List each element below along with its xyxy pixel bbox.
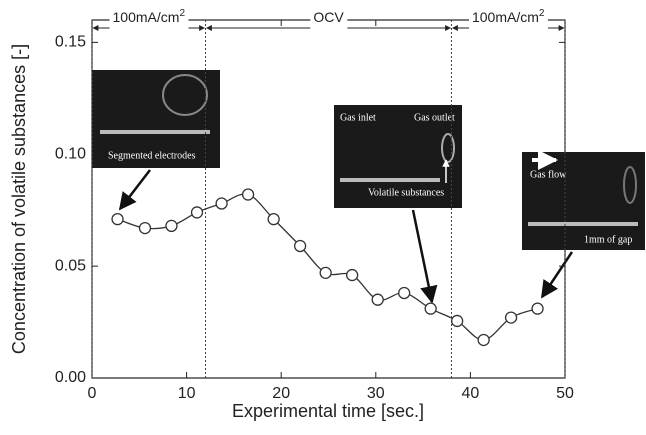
phase-label: OCV — [313, 9, 344, 25]
y-tick-label: 0.10 — [55, 145, 86, 162]
phase-label-bg — [468, 7, 548, 29]
data-point — [398, 286, 411, 300]
data-point — [215, 197, 228, 210]
data-point — [241, 188, 255, 201]
data-point — [111, 212, 124, 226]
data-point — [451, 314, 464, 328]
inset-3: Gas flow 1mm of gap — [522, 150, 645, 250]
x-tick-label: 40 — [462, 385, 480, 402]
inset-label: 1mm of gap — [584, 234, 632, 245]
x-tick-label: 30 — [367, 385, 385, 402]
y-tick-label: 0.05 — [55, 257, 86, 274]
phase-label-superscript: 2 — [179, 8, 185, 19]
data-point — [293, 239, 307, 253]
data-point — [345, 268, 359, 282]
data-point — [477, 333, 490, 347]
pointer-arrow — [118, 169, 151, 211]
inset-label: Gas inlet — [340, 112, 376, 123]
inset-label: Gas outlet — [414, 112, 455, 123]
data-point — [424, 302, 437, 315]
phase-label: 100mA/cm2 — [113, 8, 186, 25]
y-tick-label: 0.00 — [55, 369, 86, 386]
data-point — [504, 311, 518, 324]
inset-label: Volatile substances — [368, 187, 444, 198]
data-point — [371, 293, 384, 306]
inset-2: Gas inlet Gas outlet Volatile substances — [334, 105, 462, 208]
x-tick-label: 0 — [88, 385, 97, 402]
data-point — [267, 212, 280, 226]
pointer-arrow — [411, 209, 438, 304]
y-tick-label: 0.15 — [55, 34, 86, 51]
phase-label-text: 100mA/cm — [113, 9, 180, 25]
y-axis-title: Concentration of volatile substances [-] — [9, 44, 29, 354]
data-point — [138, 221, 152, 235]
phase-label-text: OCV — [313, 9, 344, 25]
phase-label: 100mA/cm2 — [472, 8, 545, 25]
inset-1: Segmented electrodes — [92, 70, 220, 168]
phase-label-bg — [310, 8, 348, 29]
data-point — [531, 302, 544, 315]
inset-label: Gas flow — [530, 169, 567, 180]
x-tick-label: 10 — [178, 385, 196, 402]
data-point — [319, 266, 332, 279]
x-tick-label: 20 — [272, 385, 290, 402]
pointer-arrow — [540, 251, 574, 299]
data-point — [190, 206, 204, 219]
x-axis-title: Experimental time [sec.] — [232, 401, 424, 421]
inset-label: Segmented electrodes — [108, 150, 196, 161]
x-tick-label: 50 — [556, 385, 574, 402]
data-point — [165, 219, 178, 233]
phase-label-superscript: 2 — [539, 8, 545, 19]
phase-label-bg — [109, 7, 189, 29]
phase-label-text: 100mA/cm — [472, 9, 539, 25]
